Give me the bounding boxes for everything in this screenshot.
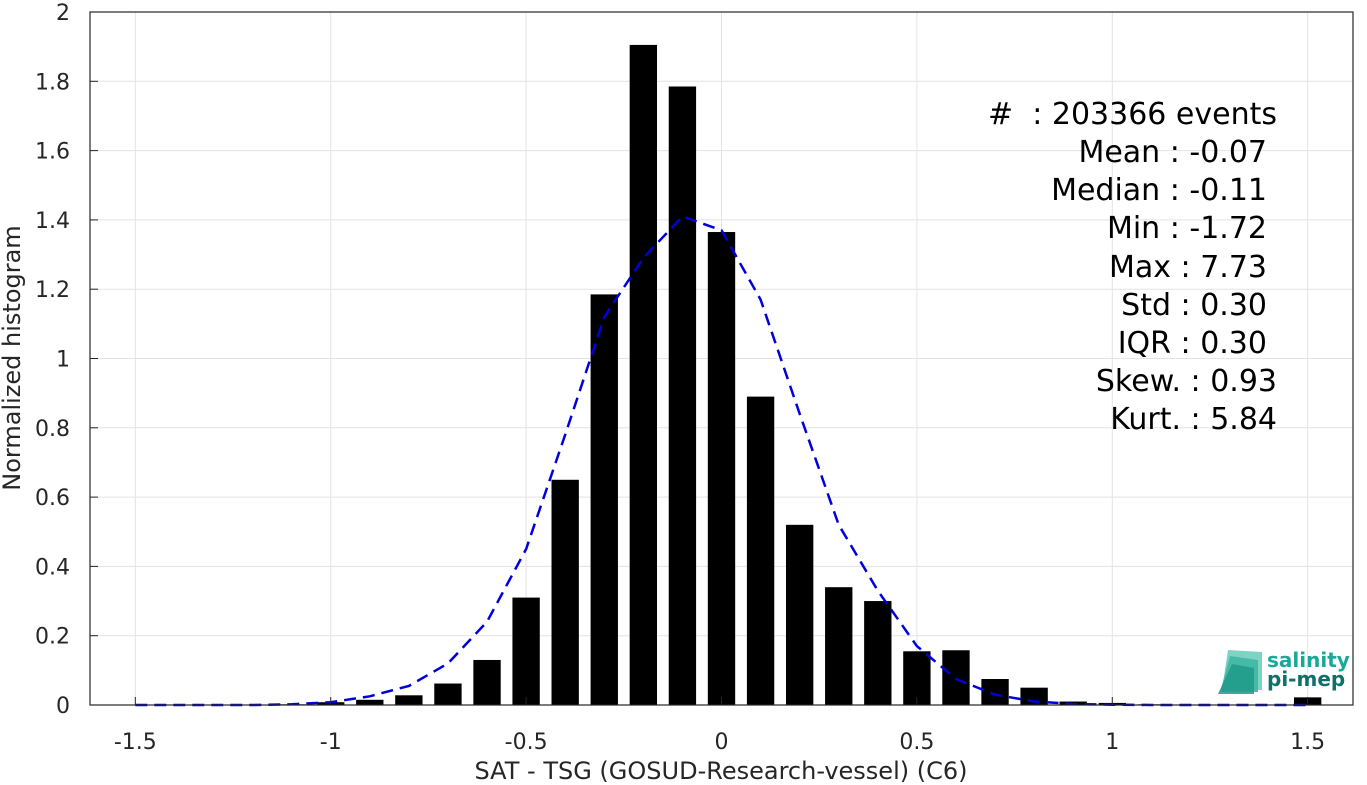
x-tick-label: -1: [320, 730, 342, 755]
x-tick-label: 1: [1105, 730, 1119, 755]
histogram-bar: [981, 679, 1009, 705]
x-tick-label: 0: [715, 730, 729, 755]
histogram-bar: [864, 601, 892, 705]
wave-logo-icon: [1218, 650, 1262, 694]
stat-skew: Skew. : 0.93: [1096, 364, 1277, 399]
histogram-bar: [590, 294, 618, 705]
histogram-bar: [356, 699, 384, 705]
x-tick-label: -1.5: [114, 730, 157, 755]
logo-text-salinity: salinity: [1267, 648, 1350, 672]
stat-median: Median : -0.11: [1051, 173, 1267, 208]
y-tick-label: 0: [56, 694, 70, 719]
salinity-pi-mep-logo: salinity pi-mep: [1218, 648, 1350, 694]
histogram-bar: [1020, 687, 1048, 705]
stats-box: # : 203366 events Mean : -0.07 Median : …: [988, 97, 1277, 437]
x-tick-label: 0.5: [899, 730, 934, 755]
histogram-bar: [707, 232, 736, 705]
histogram-bar: [825, 587, 853, 705]
y-tick-label: 0.6: [35, 486, 70, 511]
histogram-bar: [434, 683, 462, 705]
stat-std: Std : 0.30: [1121, 288, 1267, 323]
histogram-bar: [746, 396, 775, 705]
histogram-bar: [903, 651, 931, 705]
y-tick-label: 1.6: [35, 140, 70, 165]
y-tick-label: 1.8: [35, 70, 70, 95]
histogram-bar: [395, 695, 423, 705]
stat-min: Min : -1.72: [1107, 211, 1267, 246]
histogram-bar: [629, 44, 658, 706]
stat-iqr: IQR : 0.30: [1118, 326, 1267, 361]
y-tick-label: 1.4: [35, 209, 70, 234]
histogram-bar: [551, 479, 579, 705]
stat-kurt: Kurt. : 5.84: [1110, 402, 1277, 437]
stat-count: # : 203366 events: [988, 97, 1277, 132]
y-tick-label: 2: [56, 1, 70, 26]
stat-mean: Mean : -0.07: [1078, 135, 1267, 170]
stat-max: Max : 7.73: [1109, 250, 1267, 285]
x-axis-ticks: -1.5 -1 -0.5 0 0.5 1 1.5: [114, 697, 1325, 755]
y-tick-label: 0.4: [35, 555, 70, 580]
x-axis-label: SAT - TSG (GOSUD-Research-vessel) (C6): [475, 757, 968, 785]
y-tick-label: 1.2: [35, 278, 70, 303]
histogram-bar: [512, 597, 540, 705]
y-axis-ticks: 0 0.2 0.4 0.6 0.8 1 1.2 1.4 1.6 1.8 2: [35, 1, 98, 719]
x-tick-label: -0.5: [505, 730, 548, 755]
y-tick-label: 0.2: [35, 625, 70, 650]
logo-text-pi-mep: pi-mep: [1267, 667, 1345, 691]
y-tick-label: 0.8: [35, 417, 70, 442]
histogram-bar: [942, 650, 970, 705]
y-tick-label: 1: [56, 348, 70, 373]
histogram-bar: [785, 524, 814, 705]
x-tick-label: 1.5: [1290, 730, 1325, 755]
histogram-bar: [473, 659, 501, 705]
histogram-bar: [668, 86, 697, 705]
y-axis-label: Normalized histogram: [0, 225, 26, 490]
histogram-bars: [277, 44, 1322, 706]
